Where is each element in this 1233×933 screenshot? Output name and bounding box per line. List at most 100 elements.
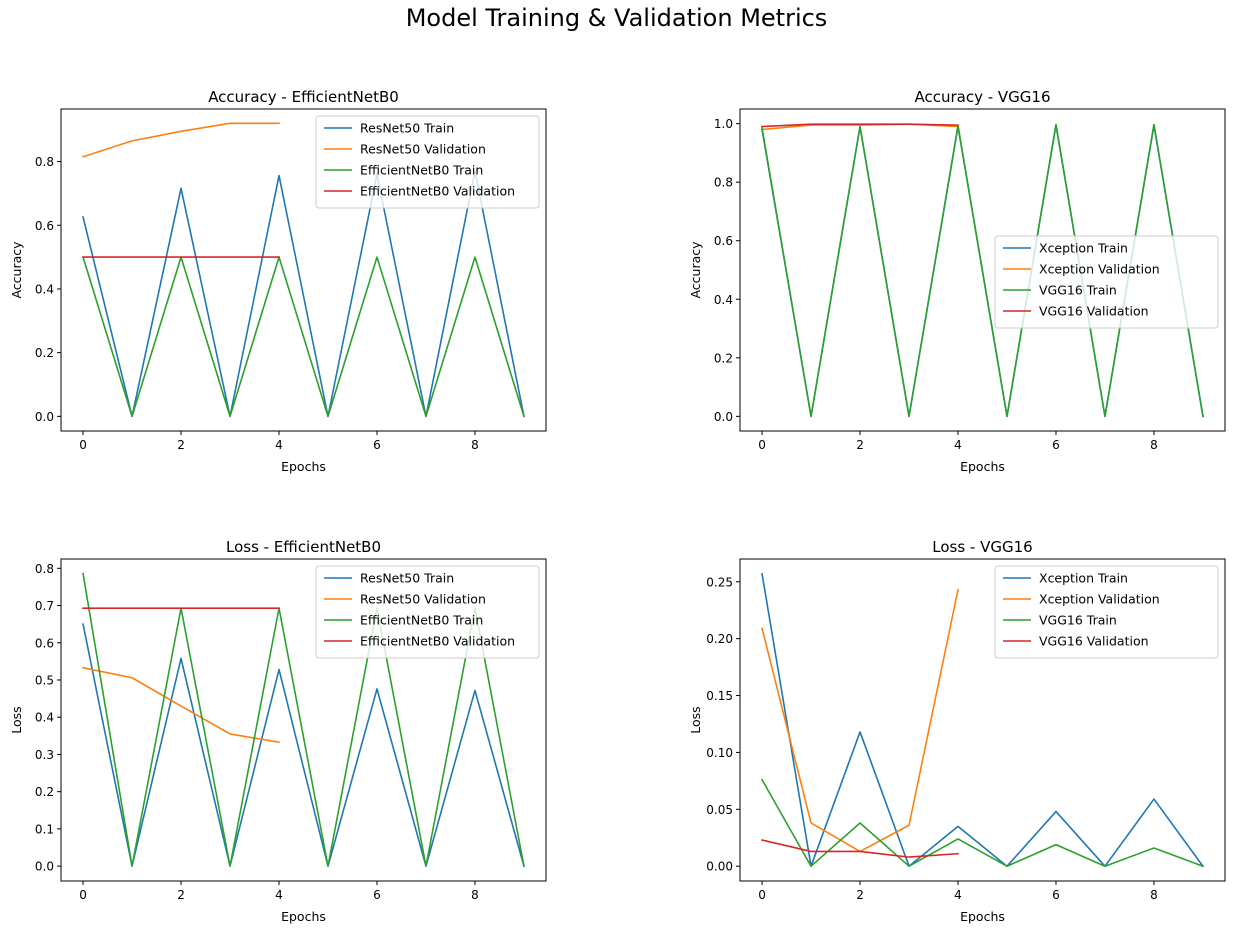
legend-entry: EfficientNetB0 Train <box>360 163 483 178</box>
x-tick-label: 4 <box>954 438 962 452</box>
x-tick-label: 2 <box>856 438 864 452</box>
y-axis-label: Accuracy <box>9 241 24 299</box>
y-axis-label: Loss <box>688 706 703 733</box>
x-tick-label: 4 <box>275 438 283 452</box>
series-group <box>82 122 525 418</box>
subplot-1: 0 2 4 6 8 0.0 0.2 0.4 0.6 0.8 Accuracy - Efficient… <box>9 88 547 474</box>
x-tick-label: 8 <box>1150 888 1158 902</box>
series-line <box>761 588 959 853</box>
legend-entry: VGG16 Train <box>1039 613 1117 628</box>
axes-frame <box>739 108 1226 432</box>
subplot-4: 0 2 4 6 8 0.00 0.05 0.10 0.15 0.20 0.25 Loss - VGG1… <box>688 538 1226 924</box>
x-tick-label: 4 <box>275 888 283 902</box>
legend-entry: VGG16 Validation <box>1039 304 1149 319</box>
series-line <box>82 122 280 158</box>
axes-frame <box>60 558 547 882</box>
y-tick-label: 0.2 <box>35 346 54 360</box>
x-tick-label: 4 <box>954 888 962 902</box>
series-line <box>761 839 959 858</box>
y-tick-label: 0.0 <box>35 860 54 874</box>
x-axis-label: Epochs <box>960 909 1005 924</box>
x-axis-label: Epochs <box>281 909 326 924</box>
legend-entry: Xception Train <box>1039 571 1128 586</box>
x-tick-label: 6 <box>1052 438 1060 452</box>
x-tick-label: 2 <box>177 438 185 452</box>
legend-entry: ResNet50 Validation <box>360 592 486 607</box>
x-axis-label: Epochs <box>281 459 326 474</box>
subplot-title: Loss - EfficientNetB0 <box>226 538 381 556</box>
series-group <box>82 572 525 868</box>
legend-entry: EfficientNetB0 Validation <box>360 634 515 649</box>
y-tick-label: 0.8 <box>714 176 733 190</box>
x-axis-label: Epochs <box>960 459 1005 474</box>
x-tick-label: 6 <box>373 888 381 902</box>
x-tick-label: 8 <box>471 438 479 452</box>
y-tick-label: 0.6 <box>35 636 54 650</box>
x-tick-label: 6 <box>373 438 381 452</box>
y-tick-label: 0.25 <box>706 575 733 589</box>
y-tick-label: 0.5 <box>35 673 54 687</box>
y-tick-label: 0.10 <box>706 746 733 760</box>
series-line <box>761 123 959 128</box>
legend-box <box>994 565 1219 659</box>
subplot-title: Accuracy - EfficientNetB0 <box>208 88 399 106</box>
series-line <box>761 572 1205 868</box>
legend-entry: ResNet50 Train <box>360 121 454 136</box>
axes-frame <box>739 558 1226 882</box>
x-tick-label: 2 <box>856 888 864 902</box>
y-tick-label: 0.6 <box>714 234 733 248</box>
x-tick-label: 8 <box>471 888 479 902</box>
y-tick-label: 0.20 <box>706 632 733 646</box>
legend-entry: ResNet50 Train <box>360 571 454 586</box>
legend-entry: ResNet50 Validation <box>360 142 486 157</box>
legend-entry: EfficientNetB0 Train <box>360 613 483 628</box>
legend-entry: EfficientNetB0 Validation <box>360 184 515 199</box>
y-axis-label: Accuracy <box>688 241 703 299</box>
x-tick-label: 2 <box>177 888 185 902</box>
x-tick-label: 6 <box>1052 888 1060 902</box>
y-tick-label: 0.7 <box>35 599 54 613</box>
legend: ResNet50 Train ResNet50 Validation Efficie… <box>315 565 540 659</box>
series-line <box>760 778 1204 868</box>
y-tick-label: 0.15 <box>706 689 733 703</box>
legend-box <box>994 235 1219 329</box>
y-tick-label: 0.2 <box>35 785 54 799</box>
legend-entry: VGG16 Validation <box>1039 634 1149 649</box>
legend: Xception Train Xception Validation VGG16 T… <box>994 235 1219 329</box>
x-tick-label: 0 <box>79 438 87 452</box>
legend-entry: Xception Validation <box>1039 592 1160 607</box>
subplot-title: Accuracy - VGG16 <box>914 88 1050 106</box>
y-tick-label: 0.8 <box>35 562 54 576</box>
axes-frame <box>60 108 547 432</box>
series-line <box>82 170 525 418</box>
legend-entry: Xception Validation <box>1039 262 1160 277</box>
y-tick-label: 1.0 <box>714 117 733 131</box>
legend-entry: VGG16 Train <box>1039 283 1117 298</box>
y-tick-label: 0.0 <box>35 410 54 424</box>
legend: Xception Train Xception Validation VGG16 T… <box>994 565 1219 659</box>
legend-entry: Xception Train <box>1039 241 1128 256</box>
y-tick-label: 0.3 <box>35 748 54 762</box>
legend: ResNet50 Train ResNet50 Validation Efficie… <box>315 115 540 209</box>
subplot-title: Loss - VGG16 <box>932 538 1032 556</box>
x-tick-label: 8 <box>1150 438 1158 452</box>
y-tick-label: 0.00 <box>706 860 733 874</box>
series-line <box>82 572 525 868</box>
y-tick-label: 0.4 <box>35 711 54 725</box>
series-group <box>760 572 1205 868</box>
legend-box <box>315 565 540 659</box>
y-tick-label: 0.6 <box>35 219 54 233</box>
y-tick-label: 0.2 <box>714 351 733 365</box>
x-tick-label: 0 <box>758 438 766 452</box>
subplot-2: 0 2 4 6 8 0.0 0.2 0.4 0.6 0.8 1.0 Accuracy - VGG16 E… <box>688 88 1226 474</box>
series-line <box>82 623 525 868</box>
subplot-3: 0 2 4 6 8 0.0 0.1 0.2 0.3 0.4 0.5 0.6 0.7 0.8 Loss - E… <box>9 538 547 924</box>
y-tick-label: 0.8 <box>35 155 54 169</box>
y-tick-label: 0.0 <box>714 410 733 424</box>
y-tick-label: 0.4 <box>714 293 733 307</box>
y-axis-label: Loss <box>9 706 24 733</box>
x-tick-label: 0 <box>79 888 87 902</box>
x-tick-label: 0 <box>758 888 766 902</box>
